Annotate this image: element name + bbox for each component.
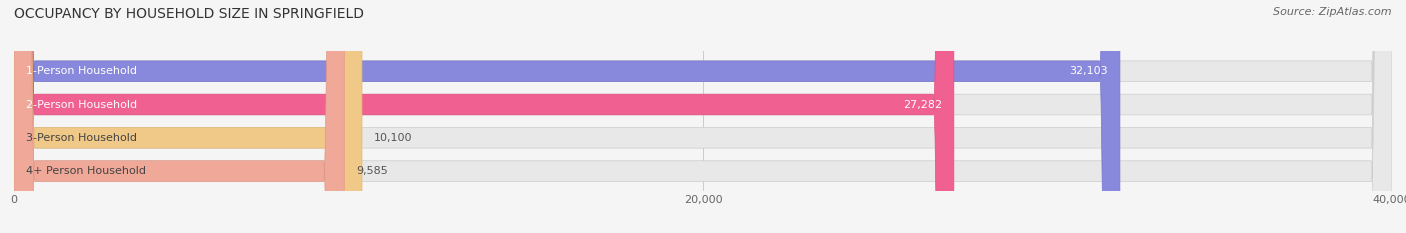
FancyBboxPatch shape bbox=[14, 0, 1392, 233]
FancyBboxPatch shape bbox=[14, 0, 344, 233]
FancyBboxPatch shape bbox=[14, 0, 1121, 233]
Text: 32,103: 32,103 bbox=[1069, 66, 1108, 76]
Text: 9,585: 9,585 bbox=[356, 166, 388, 176]
FancyBboxPatch shape bbox=[14, 0, 361, 233]
Text: 3-Person Household: 3-Person Household bbox=[27, 133, 138, 143]
Text: Source: ZipAtlas.com: Source: ZipAtlas.com bbox=[1274, 7, 1392, 17]
FancyBboxPatch shape bbox=[14, 0, 1392, 233]
Text: 1-Person Household: 1-Person Household bbox=[27, 66, 138, 76]
FancyBboxPatch shape bbox=[14, 0, 1392, 233]
Text: 10,100: 10,100 bbox=[374, 133, 412, 143]
Text: 4+ Person Household: 4+ Person Household bbox=[27, 166, 146, 176]
FancyBboxPatch shape bbox=[14, 0, 953, 233]
Text: 2-Person Household: 2-Person Household bbox=[27, 99, 138, 110]
Text: 27,282: 27,282 bbox=[903, 99, 942, 110]
Text: OCCUPANCY BY HOUSEHOLD SIZE IN SPRINGFIELD: OCCUPANCY BY HOUSEHOLD SIZE IN SPRINGFIE… bbox=[14, 7, 364, 21]
FancyBboxPatch shape bbox=[14, 0, 1392, 233]
